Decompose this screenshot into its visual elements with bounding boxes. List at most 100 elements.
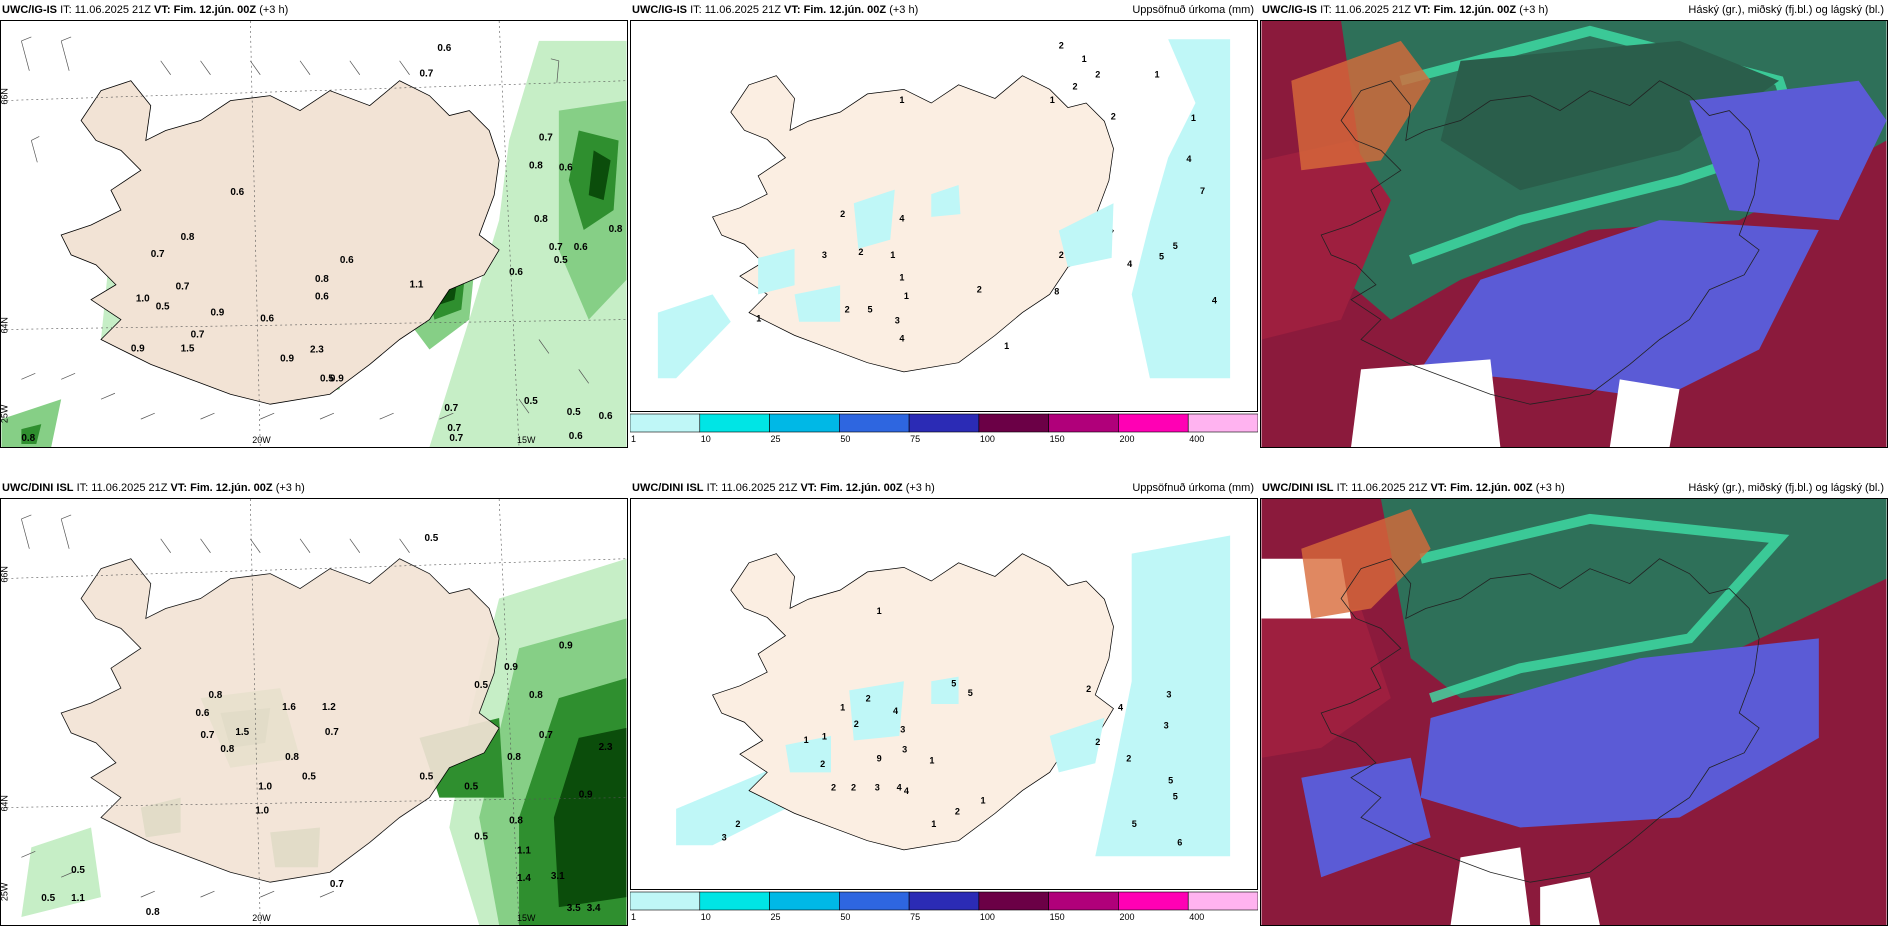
precip-value: 0.7	[201, 730, 215, 741]
iceland-outline	[1320, 80, 1760, 405]
lat-label: 64N	[0, 795, 9, 811]
lon-label: 15W	[517, 913, 536, 923]
convective-area	[1301, 508, 1431, 619]
precip-value: 2	[977, 285, 982, 295]
precip-value: 9	[877, 753, 882, 763]
colorbar-swatch	[699, 413, 770, 433]
precip-value: 5	[951, 679, 956, 689]
precip-value: 0.6	[230, 187, 244, 198]
colorbar-swatch	[769, 413, 840, 433]
precip-value: 1	[1050, 95, 1055, 105]
precip-value: 0.8	[208, 690, 222, 701]
accumulated-precip-map: 1 2 1 2 1 2 3 5 4 9 1 2 2 3 4 1 2 3 4 5 …	[630, 498, 1258, 890]
clear-area	[1450, 847, 1531, 925]
lon-label: 25W	[0, 882, 9, 901]
precip-value: 0.9	[579, 790, 593, 801]
lead-time: (+3 h)	[1535, 482, 1565, 494]
field-title: Háský (gr.), miðský (fj.bl.) og lágský (…	[1688, 482, 1884, 494]
precip-value: 1	[1191, 113, 1196, 123]
precip-value: 4	[1127, 259, 1133, 269]
precip-value: 1	[899, 95, 904, 105]
precip-value: 0.5	[567, 407, 581, 418]
precip-value: 1.5	[181, 343, 195, 354]
mid-cloud-area	[1689, 80, 1887, 221]
valid-time: VT: Fim. 12.jún. 00Z	[800, 482, 903, 494]
panel-bottom-middle-precip: UWC/DINI ISL IT: 11.06.2025 21Z VT: Fim.…	[629, 478, 1259, 928]
colorbar-swatch	[978, 891, 1049, 911]
precip-value: 0.8	[529, 160, 543, 171]
precip-value: 3	[1166, 690, 1171, 700]
precip-value: 4	[904, 786, 910, 796]
precip-value: 3.1	[551, 871, 565, 882]
precip-colorbar: 1 10 25 50 75 100 150 200 400	[629, 890, 1259, 926]
precip-value: 0.7	[549, 242, 563, 253]
precip-value: 4	[893, 706, 899, 716]
precip-value: 0.8	[509, 815, 523, 826]
precip-value: 0.6	[569, 431, 583, 442]
precip-value: 0.5	[554, 255, 568, 266]
model-name: UWC/IG-IS	[1262, 4, 1317, 16]
lat-label: 66N	[0, 88, 9, 104]
precip-value: 0.9	[210, 308, 224, 319]
field-title: Uppsöfnuð úrkoma (mm)	[1132, 4, 1254, 16]
precip-value: 0.9	[280, 353, 294, 364]
precip-value: 0.5	[424, 533, 438, 544]
colorbar-tick-label: 10	[701, 912, 711, 922]
wind-barbs	[21, 514, 410, 898]
precip-value: 1.1	[71, 893, 85, 904]
precip-value: 0.7	[449, 433, 463, 444]
colorbar-swatch	[629, 891, 701, 911]
precip-area	[785, 676, 1105, 773]
colorbar-swatch	[1187, 891, 1259, 911]
precip-value: 2	[1095, 69, 1100, 79]
colorbar-tick-label: 25	[771, 912, 781, 922]
precip-value: 5	[1173, 792, 1178, 802]
model-name: UWC/DINI ISL	[2, 482, 74, 494]
clear-area	[1351, 359, 1501, 447]
precip-wind-map: 0.5 0.8 0.6 0.7 1.5 0.8 1.0 1.6 1.2 0.7 …	[0, 498, 628, 926]
precip-value: 3.5	[567, 903, 581, 914]
panel-top-right-clouds: UWC/IG-IS IT: 11.06.2025 21Z VT: Fim. 12…	[1260, 0, 1888, 450]
model-name: UWC/DINI ISL	[632, 482, 704, 494]
precip-value: 0.6	[437, 43, 451, 54]
precip-value: 2	[1126, 753, 1131, 763]
precip-value: 2	[845, 305, 850, 315]
cloud-cover-map	[1260, 20, 1888, 448]
precip-value: 2	[820, 759, 825, 769]
precip-value: 1	[929, 755, 934, 765]
graticule	[1, 21, 627, 447]
precip-value: 2	[955, 806, 960, 816]
panel-header: UWC/IG-IS IT: 11.06.2025 21Z VT: Fim. 12…	[630, 0, 1258, 20]
mid-cloud-area	[1420, 220, 1819, 400]
precip-value: 1	[840, 702, 845, 712]
precip-value: 0.5	[71, 865, 85, 876]
colorbar-swatch	[978, 413, 1049, 433]
precip-value: 3	[900, 724, 905, 734]
precip-value: 5	[1159, 252, 1164, 262]
precip-value: 8	[1054, 286, 1059, 296]
precip-value: 1.5	[235, 727, 249, 738]
precip-value: 1	[899, 273, 904, 283]
panel-bottom-right-clouds: UWC/DINI ISL IT: 11.06.2025 21Z VT: Fim.…	[1260, 478, 1888, 928]
precip-value: 1.0	[136, 294, 150, 305]
precip-value: 2	[1072, 81, 1077, 91]
precip-value: 0.7	[420, 69, 434, 80]
init-time: IT: 11.06.2025 21Z	[1320, 4, 1411, 16]
colorbar-tick-label: 400	[1189, 912, 1204, 922]
model-name: UWC/DINI ISL	[1262, 482, 1334, 494]
precip-value: 0.7	[191, 330, 205, 341]
precip-value: 0.5	[474, 680, 488, 691]
lat-label: 66N	[0, 566, 9, 582]
precip-value: 0.8	[220, 744, 234, 755]
precip-value: 2	[1095, 737, 1100, 747]
colorbar-tick-label: 75	[910, 912, 920, 922]
precip-area	[758, 185, 1114, 322]
colorbar-tick-label: 75	[910, 434, 920, 444]
precip-values: 2 1 2 2 1 1 2 1 4 5 2 1 1 2 1 3 5 4 2 1 …	[756, 40, 1218, 351]
colorbar-tick-label: 25	[771, 434, 781, 444]
precip-value: 0.6	[509, 267, 523, 278]
precip-area	[1095, 535, 1231, 857]
precip-value: 0.5	[302, 772, 316, 783]
colorbar-tick-label: 10	[701, 434, 711, 444]
precip-value: 0.9	[131, 343, 145, 354]
